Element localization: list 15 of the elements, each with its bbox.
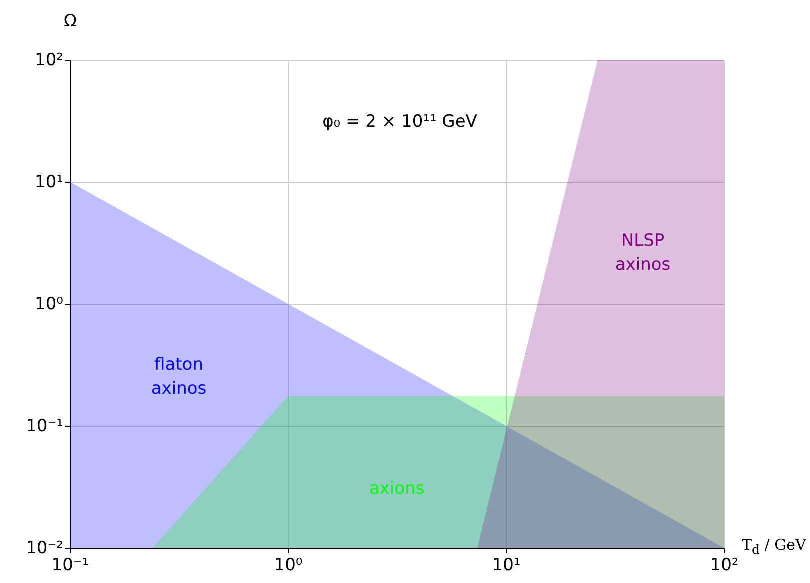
y-tick-label: 10⁻¹ (26, 416, 64, 436)
series-label: axions (369, 479, 425, 499)
y-tick-label: 10⁻² (26, 538, 64, 558)
y-tick-label: 10⁰ (35, 294, 64, 314)
x-tick-label: 10² (710, 556, 739, 576)
x-tick-label: 10⁻¹ (52, 556, 90, 576)
x-axis-title: T$_{d}$ / GeV (742, 536, 806, 557)
x-tick-label: 10¹ (492, 556, 521, 576)
series-label: NLSP axinos (615, 231, 671, 275)
x-tick-label: 10⁰ (274, 556, 303, 576)
y-axis-title: Ω (64, 12, 77, 32)
series-label: flaton axinos (151, 355, 207, 399)
y-tick-label: 10² (35, 50, 64, 70)
annotation: φ₀ = 2 × 10¹¹ GeV (322, 112, 478, 132)
y-tick-label: 10¹ (35, 172, 64, 192)
